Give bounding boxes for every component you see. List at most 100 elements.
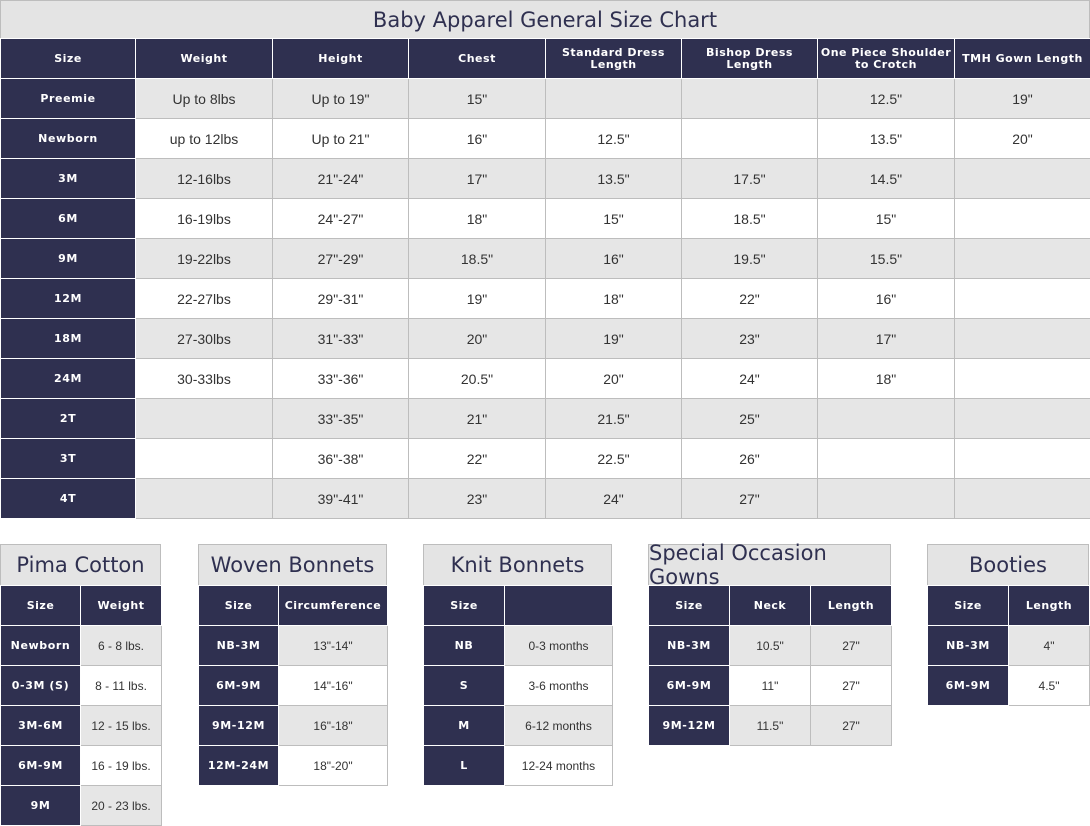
value-cell: 27" xyxy=(811,626,892,666)
value-cell: 8 - 11 lbs. xyxy=(81,666,162,706)
value-cell: 15" xyxy=(546,199,682,239)
value-cell: 13.5" xyxy=(818,119,955,159)
value-cell: 18.5" xyxy=(409,239,546,279)
column-header: Size xyxy=(199,586,279,626)
value-cell: 4.5" xyxy=(1009,666,1090,706)
size-label-cell: NB-3M xyxy=(199,626,279,666)
value-cell xyxy=(136,439,273,479)
size-label-cell: 6M-9M xyxy=(928,666,1009,706)
value-cell: 13.5" xyxy=(546,159,682,199)
value-cell: 16-19lbs xyxy=(136,199,273,239)
column-header: Size xyxy=(928,586,1009,626)
value-cell xyxy=(682,79,818,119)
value-cell: 20" xyxy=(409,319,546,359)
size-label-cell: Preemie xyxy=(1,79,136,119)
value-cell xyxy=(955,319,1090,359)
size-label-cell: 6M-9M xyxy=(649,666,730,706)
size-label-cell: 6M xyxy=(1,199,136,239)
column-header: Weight xyxy=(81,586,162,626)
size-label-cell: 3M xyxy=(1,159,136,199)
size-label-cell: 2T xyxy=(1,399,136,439)
value-cell: 39"-41" xyxy=(273,479,409,519)
value-cell: 3-6 months xyxy=(505,666,613,706)
column-header: Height xyxy=(273,39,409,79)
chart-title: Pima Cotton xyxy=(0,544,161,585)
value-cell: 24" xyxy=(546,479,682,519)
table-row: 0-3M (S)8 - 11 lbs. xyxy=(1,666,162,706)
value-cell: 12-16lbs xyxy=(136,159,273,199)
value-cell: 18.5" xyxy=(682,199,818,239)
value-cell: 25" xyxy=(682,399,818,439)
value-cell: 12.5" xyxy=(546,119,682,159)
size-label-cell: 0-3M (S) xyxy=(1,666,81,706)
value-cell: 15.5" xyxy=(818,239,955,279)
value-cell: 12 - 15 lbs. xyxy=(81,706,162,746)
value-cell: 20.5" xyxy=(409,359,546,399)
value-cell: 27"-29" xyxy=(273,239,409,279)
value-cell: 27-30lbs xyxy=(136,319,273,359)
size-label-cell: Newborn xyxy=(1,626,81,666)
value-cell xyxy=(955,359,1090,399)
column-header: Weight xyxy=(136,39,273,79)
size-label-cell: 6M-9M xyxy=(1,746,81,786)
value-cell: 19" xyxy=(546,319,682,359)
value-cell: 17" xyxy=(409,159,546,199)
size-label-cell: 12M-24M xyxy=(199,746,279,786)
value-cell: 16" xyxy=(818,279,955,319)
column-header: TMH Gown Length xyxy=(955,39,1090,79)
value-cell: 12.5" xyxy=(818,79,955,119)
value-cell: 31"-33" xyxy=(273,319,409,359)
value-cell xyxy=(818,439,955,479)
value-cell: 16 - 19 lbs. xyxy=(81,746,162,786)
value-cell xyxy=(955,279,1090,319)
value-cell: 36"-38" xyxy=(273,439,409,479)
size-label-cell: 24M xyxy=(1,359,136,399)
value-cell xyxy=(818,399,955,439)
value-cell: 11.5" xyxy=(730,706,811,746)
column-header: Size xyxy=(1,39,136,79)
main-chart-title: Baby Apparel General Size Chart xyxy=(0,0,1090,39)
value-cell: 24"-27" xyxy=(273,199,409,239)
value-cell: 19" xyxy=(955,79,1090,119)
size-label-cell: NB-3M xyxy=(928,626,1009,666)
value-cell: Up to 8lbs xyxy=(136,79,273,119)
column-header xyxy=(505,586,613,626)
column-header: Chest xyxy=(409,39,546,79)
value-cell: 6-12 months xyxy=(505,706,613,746)
size-label-cell: M xyxy=(424,706,505,746)
size-label-cell: L xyxy=(424,746,505,786)
value-cell: 17" xyxy=(818,319,955,359)
value-cell: 16"-18" xyxy=(279,706,388,746)
value-cell: 16" xyxy=(409,119,546,159)
value-cell: 14.5" xyxy=(818,159,955,199)
value-cell: 6 - 8 lbs. xyxy=(81,626,162,666)
